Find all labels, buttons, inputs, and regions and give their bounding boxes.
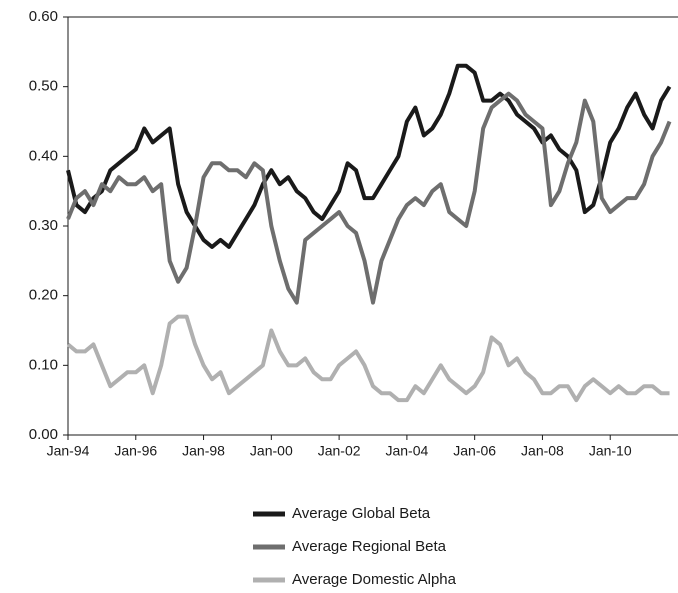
x-tick-label: Jan-94: [47, 443, 90, 459]
legend-label: Average Domestic Alpha: [292, 571, 457, 588]
series-line: [66, 63, 672, 249]
x-tick-label: Jan-98: [182, 443, 225, 459]
series-line: [66, 91, 672, 305]
y-tick-label: 0.60: [29, 8, 58, 25]
x-tick-label: Jan-96: [114, 443, 157, 459]
y-tick-label: 0.00: [29, 426, 58, 443]
series-line: [66, 314, 670, 403]
legend-label: Average Regional Beta: [292, 538, 447, 555]
legend-label: Average Global Beta: [292, 505, 431, 522]
y-tick-label: 0.40: [29, 147, 58, 164]
x-tick-label: Jan-06: [453, 443, 496, 459]
x-tick-label: Jan-02: [318, 443, 361, 459]
y-tick-label: 0.10: [29, 356, 58, 373]
x-tick-label: Jan-00: [250, 443, 293, 459]
x-tick-label: Jan-04: [385, 443, 428, 459]
x-tick-label: Jan-10: [589, 443, 632, 459]
x-tick-label: Jan-08: [521, 443, 564, 459]
y-tick-label: 0.50: [29, 78, 58, 95]
y-tick-label: 0.20: [29, 287, 58, 304]
y-tick-label: 0.30: [29, 217, 58, 234]
